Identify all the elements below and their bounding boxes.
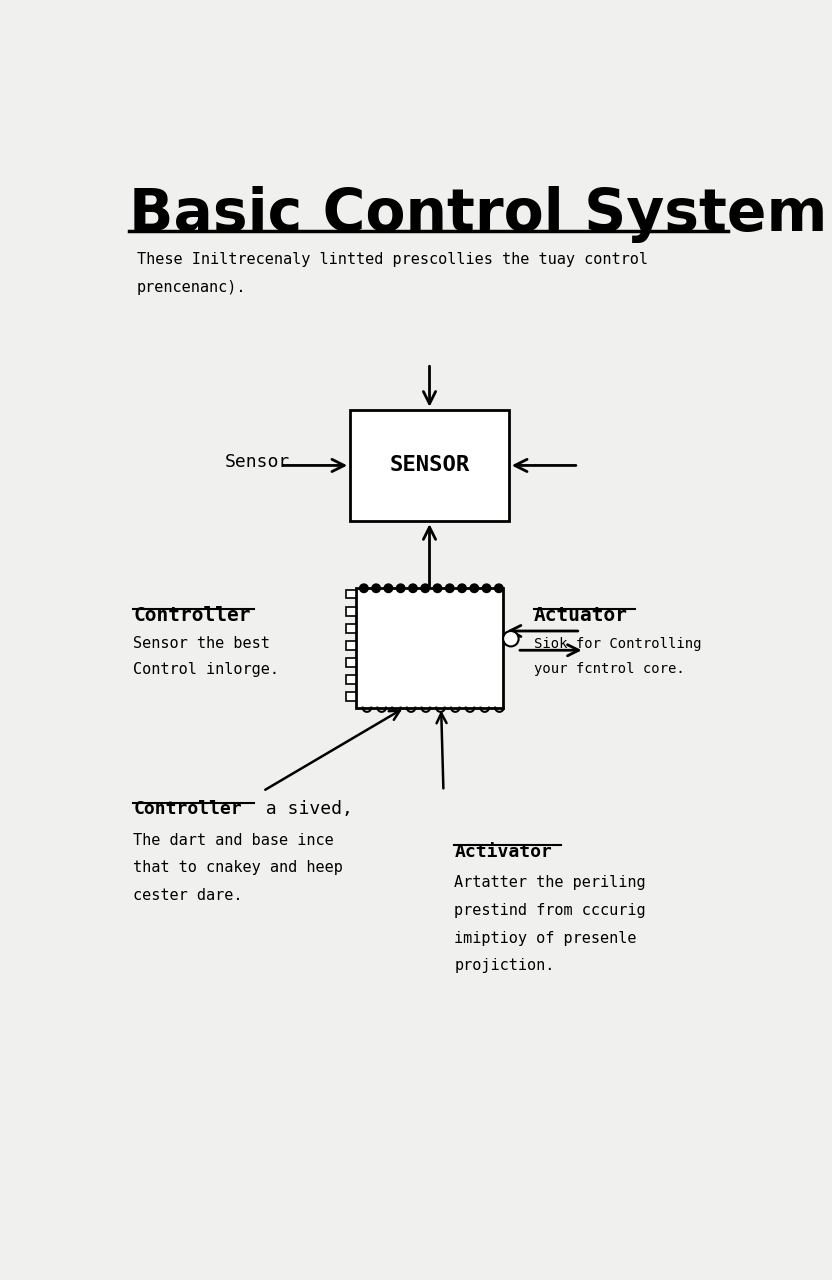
Text: Control inlorge.: Control inlorge. <box>133 662 280 677</box>
Text: imiptioy of presenle: imiptioy of presenle <box>454 931 636 946</box>
Circle shape <box>458 584 466 593</box>
Text: a sived,: a sived, <box>255 800 353 818</box>
Text: Controller: Controller <box>133 800 242 818</box>
Text: projiction.: projiction. <box>454 959 555 973</box>
Circle shape <box>396 584 405 593</box>
Circle shape <box>433 584 442 593</box>
Bar <box>346 607 356 616</box>
Circle shape <box>384 584 393 593</box>
Text: Artatter the periling: Artatter the periling <box>454 876 646 890</box>
Circle shape <box>494 584 503 593</box>
Text: Sensor: Sensor <box>225 453 290 471</box>
Text: Basic Control System: Basic Control System <box>129 186 827 243</box>
Text: prencenanc).: prencenanc). <box>136 280 246 294</box>
Text: Sensor the best: Sensor the best <box>133 636 270 650</box>
Circle shape <box>421 584 429 593</box>
Text: cester dare.: cester dare. <box>133 888 243 904</box>
Text: The dart and base ince: The dart and base ince <box>133 833 334 847</box>
Circle shape <box>409 584 417 593</box>
Bar <box>346 658 356 667</box>
Bar <box>350 410 509 521</box>
Bar <box>346 625 356 632</box>
Circle shape <box>372 584 380 593</box>
Text: Siok for Controlling: Siok for Controlling <box>534 637 701 652</box>
Text: Controller: Controller <box>133 607 251 626</box>
Bar <box>346 590 356 599</box>
Bar <box>346 692 356 700</box>
Text: These Iniltrecenaly lintted prescollies the tuay control: These Iniltrecenaly lintted prescollies … <box>136 252 647 268</box>
Text: SENSOR: SENSOR <box>389 456 469 475</box>
Text: Activator: Activator <box>454 842 552 860</box>
Bar <box>346 641 356 650</box>
Text: your fcntrol core.: your fcntrol core. <box>534 662 685 676</box>
Circle shape <box>483 584 491 593</box>
Circle shape <box>445 584 454 593</box>
Bar <box>346 676 356 684</box>
Circle shape <box>503 631 518 646</box>
Circle shape <box>470 584 478 593</box>
Text: that to cnakey and heep: that to cnakey and heep <box>133 860 344 876</box>
Circle shape <box>359 584 368 593</box>
Bar <box>356 589 503 708</box>
Text: prestind from cccurig: prestind from cccurig <box>454 902 646 918</box>
Text: Actuator: Actuator <box>534 607 628 626</box>
